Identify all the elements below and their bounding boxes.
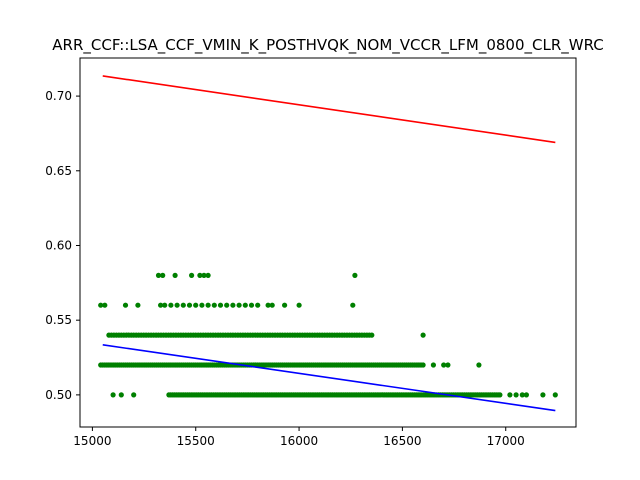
data-point (269, 302, 275, 308)
data-point (441, 362, 447, 368)
plot-border (79, 57, 577, 428)
data-point (211, 302, 217, 308)
data-point (369, 332, 375, 338)
data-point (497, 392, 503, 398)
y-tick-label: 0.60 (45, 238, 72, 252)
data-point (519, 392, 525, 398)
data-point (110, 392, 116, 398)
data-point (205, 302, 211, 308)
data-point (186, 302, 193, 308)
data-point (131, 392, 137, 398)
data-point (168, 302, 174, 308)
data-point (350, 302, 356, 308)
data-point (199, 302, 205, 308)
data-point (445, 362, 451, 368)
data-point (122, 302, 129, 308)
data-point (160, 272, 166, 278)
data-point (102, 302, 108, 308)
data-point (507, 392, 513, 398)
x-tick-label: 16000 (280, 434, 318, 448)
data-point (296, 302, 302, 308)
x-axis: 15000 15500 16000 16500 17000 (73, 427, 525, 448)
data-point (197, 272, 203, 278)
x-tick-label: 16500 (383, 434, 421, 448)
data-point (420, 362, 426, 368)
data-point (513, 392, 519, 398)
data-point (174, 302, 180, 308)
data-point (236, 302, 242, 308)
data-point (180, 302, 186, 308)
data-point (118, 392, 124, 398)
data-point (430, 362, 436, 368)
data-point (193, 302, 199, 308)
data-point (135, 302, 141, 308)
upper-fit-line (102, 75, 556, 144)
data-point (420, 332, 426, 338)
fit-lines-layer (102, 75, 556, 412)
data-point (552, 392, 558, 398)
x-tick-label: 17000 (487, 434, 525, 448)
data-point (540, 392, 546, 398)
data-point (352, 272, 358, 278)
x-tick-label: 15500 (177, 434, 215, 448)
lower-fit-line (102, 344, 556, 412)
y-tick-label: 0.70 (45, 89, 72, 103)
data-point (155, 272, 162, 278)
y-tick-label: 0.65 (45, 164, 72, 178)
data-point (265, 302, 271, 308)
data-point (242, 302, 248, 308)
y-tick-label: 0.50 (45, 388, 72, 402)
data-point (224, 302, 230, 308)
data-point (205, 272, 211, 278)
data-point (248, 302, 255, 308)
points-layer (98, 272, 558, 398)
data-point (523, 392, 530, 398)
data-point (217, 302, 224, 308)
plot-frame (80, 58, 576, 427)
data-point (230, 302, 236, 308)
x-tick-label: 15000 (73, 434, 111, 448)
data-point (172, 272, 178, 278)
data-point (162, 302, 168, 308)
data-point (255, 302, 261, 308)
data-point (158, 302, 164, 308)
data-point (476, 362, 482, 368)
data-point (98, 302, 104, 308)
y-axis: 0.50 0.55 0.60 0.65 0.70 (45, 89, 80, 402)
chart-title: ARR_CCF::LSA_CCF_VMIN_K_POSTHVQK_NOM_VCC… (52, 36, 603, 55)
data-point (201, 272, 207, 278)
y-tick-label: 0.55 (45, 313, 72, 327)
data-point (282, 302, 288, 308)
data-point (189, 272, 195, 278)
